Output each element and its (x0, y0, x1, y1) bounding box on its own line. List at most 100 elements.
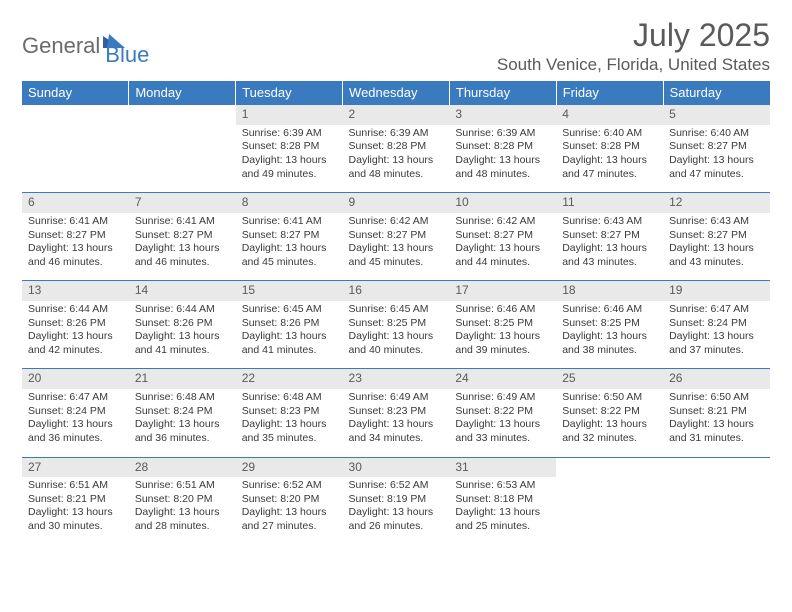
daylight-line: Daylight: 13 hours and 44 minutes. (455, 242, 550, 269)
sunrise-line: Sunrise: 6:42 AM (455, 215, 550, 229)
day-number: 5 (663, 105, 770, 125)
day-number: 17 (449, 281, 556, 301)
day-content: Sunrise: 6:50 AMSunset: 8:22 PMDaylight:… (556, 389, 663, 452)
day-content: Sunrise: 6:52 AMSunset: 8:20 PMDaylight:… (236, 477, 343, 540)
day-number: 18 (556, 281, 663, 301)
day-number: 8 (236, 193, 343, 213)
sunrise-line: Sunrise: 6:39 AM (455, 127, 550, 141)
day-content: Sunrise: 6:41 AMSunset: 8:27 PMDaylight:… (22, 213, 129, 276)
sunrise-line: Sunrise: 6:40 AM (562, 127, 657, 141)
day-content: Sunrise: 6:39 AMSunset: 8:28 PMDaylight:… (343, 125, 450, 188)
daylight-line: Daylight: 13 hours and 27 minutes. (242, 506, 337, 533)
day-number-cell: 7 (129, 193, 236, 213)
day-content-cell: Sunrise: 6:41 AMSunset: 8:27 PMDaylight:… (22, 213, 129, 281)
daylight-line: Daylight: 13 hours and 48 minutes. (349, 154, 444, 181)
daylight-line: Daylight: 13 hours and 46 minutes. (135, 242, 230, 269)
sunset-line: Sunset: 8:23 PM (349, 405, 444, 419)
sunrise-line: Sunrise: 6:49 AM (349, 391, 444, 405)
daylight-line: Daylight: 13 hours and 43 minutes. (562, 242, 657, 269)
sunset-line: Sunset: 8:20 PM (242, 493, 337, 507)
empty-cell (129, 125, 236, 193)
day-content-cell: Sunrise: 6:51 AMSunset: 8:21 PMDaylight:… (22, 477, 129, 545)
day-number: 21 (129, 369, 236, 389)
content-row: Sunrise: 6:39 AMSunset: 8:28 PMDaylight:… (22, 125, 770, 193)
day-content-cell: Sunrise: 6:51 AMSunset: 8:20 PMDaylight:… (129, 477, 236, 545)
sunset-line: Sunset: 8:22 PM (455, 405, 550, 419)
daylight-line: Daylight: 13 hours and 41 minutes. (135, 330, 230, 357)
sunrise-line: Sunrise: 6:39 AM (242, 127, 337, 141)
day-number-cell: 29 (236, 457, 343, 477)
sunset-line: Sunset: 8:22 PM (562, 405, 657, 419)
daylight-line: Daylight: 13 hours and 31 minutes. (669, 418, 764, 445)
day-number: 22 (236, 369, 343, 389)
sunrise-line: Sunrise: 6:49 AM (455, 391, 550, 405)
day-content: Sunrise: 6:41 AMSunset: 8:27 PMDaylight:… (129, 213, 236, 276)
daylight-line: Daylight: 13 hours and 42 minutes. (28, 330, 123, 357)
empty-cell (22, 105, 129, 125)
sunset-line: Sunset: 8:27 PM (135, 229, 230, 243)
sunset-line: Sunset: 8:24 PM (28, 405, 123, 419)
day-number: 31 (449, 458, 556, 478)
sunset-line: Sunset: 8:27 PM (669, 140, 764, 154)
day-content-cell: Sunrise: 6:44 AMSunset: 8:26 PMDaylight:… (22, 301, 129, 369)
day-content-cell: Sunrise: 6:48 AMSunset: 8:23 PMDaylight:… (236, 389, 343, 457)
day-number-cell: 6 (22, 193, 129, 213)
content-row: Sunrise: 6:44 AMSunset: 8:26 PMDaylight:… (22, 301, 770, 369)
daylight-line: Daylight: 13 hours and 32 minutes. (562, 418, 657, 445)
day-content: Sunrise: 6:44 AMSunset: 8:26 PMDaylight:… (129, 301, 236, 364)
sunset-line: Sunset: 8:27 PM (242, 229, 337, 243)
daylight-line: Daylight: 13 hours and 36 minutes. (135, 418, 230, 445)
day-number: 6 (22, 193, 129, 213)
sunset-line: Sunset: 8:28 PM (349, 140, 444, 154)
weekday-header: Wednesday (343, 81, 450, 105)
sunrise-line: Sunrise: 6:47 AM (669, 303, 764, 317)
day-number: 15 (236, 281, 343, 301)
sunrise-line: Sunrise: 6:46 AM (455, 303, 550, 317)
day-number: 3 (449, 105, 556, 125)
day-content-cell: Sunrise: 6:40 AMSunset: 8:27 PMDaylight:… (663, 125, 770, 193)
day-content: Sunrise: 6:40 AMSunset: 8:28 PMDaylight:… (556, 125, 663, 188)
daylight-line: Daylight: 13 hours and 30 minutes. (28, 506, 123, 533)
weekday-row: SundayMondayTuesdayWednesdayThursdayFrid… (22, 81, 770, 105)
day-number: 13 (22, 281, 129, 301)
daylight-line: Daylight: 13 hours and 40 minutes. (349, 330, 444, 357)
day-number: 23 (343, 369, 450, 389)
day-number: 11 (556, 193, 663, 213)
page-header: General Blue July 2025 South Venice, Flo… (22, 18, 770, 75)
day-content-cell: Sunrise: 6:48 AMSunset: 8:24 PMDaylight:… (129, 389, 236, 457)
sunset-line: Sunset: 8:26 PM (135, 317, 230, 331)
sunset-line: Sunset: 8:28 PM (455, 140, 550, 154)
daynum-row: 6789101112 (22, 193, 770, 213)
day-content: Sunrise: 6:42 AMSunset: 8:27 PMDaylight:… (343, 213, 450, 276)
sunrise-line: Sunrise: 6:52 AM (349, 479, 444, 493)
day-number-cell: 30 (343, 457, 450, 477)
daylight-line: Daylight: 13 hours and 41 minutes. (242, 330, 337, 357)
daynum-row: 13141516171819 (22, 281, 770, 301)
day-content: Sunrise: 6:39 AMSunset: 8:28 PMDaylight:… (449, 125, 556, 188)
sunrise-line: Sunrise: 6:47 AM (28, 391, 123, 405)
day-number: 19 (663, 281, 770, 301)
sunrise-line: Sunrise: 6:40 AM (669, 127, 764, 141)
day-number-cell: 26 (663, 369, 770, 389)
day-number: 9 (343, 193, 450, 213)
sunrise-line: Sunrise: 6:48 AM (242, 391, 337, 405)
day-content-cell: Sunrise: 6:42 AMSunset: 8:27 PMDaylight:… (449, 213, 556, 281)
weekday-header: Friday (556, 81, 663, 105)
day-content-cell: Sunrise: 6:41 AMSunset: 8:27 PMDaylight:… (236, 213, 343, 281)
empty-cell (663, 477, 770, 545)
day-content: Sunrise: 6:49 AMSunset: 8:22 PMDaylight:… (449, 389, 556, 452)
day-number: 27 (22, 458, 129, 478)
sunrise-line: Sunrise: 6:39 AM (349, 127, 444, 141)
day-number-cell: 12 (663, 193, 770, 213)
day-content-cell: Sunrise: 6:42 AMSunset: 8:27 PMDaylight:… (343, 213, 450, 281)
day-content-cell: Sunrise: 6:41 AMSunset: 8:27 PMDaylight:… (129, 213, 236, 281)
day-number: 28 (129, 458, 236, 478)
day-number-cell: 11 (556, 193, 663, 213)
calendar-body: 12345Sunrise: 6:39 AMSunset: 8:28 PMDayl… (22, 105, 770, 545)
daylight-line: Daylight: 13 hours and 26 minutes. (349, 506, 444, 533)
day-content: Sunrise: 6:40 AMSunset: 8:27 PMDaylight:… (663, 125, 770, 188)
day-content-cell: Sunrise: 6:39 AMSunset: 8:28 PMDaylight:… (343, 125, 450, 193)
day-content-cell: Sunrise: 6:45 AMSunset: 8:25 PMDaylight:… (343, 301, 450, 369)
sunset-line: Sunset: 8:26 PM (28, 317, 123, 331)
empty-cell (556, 457, 663, 477)
